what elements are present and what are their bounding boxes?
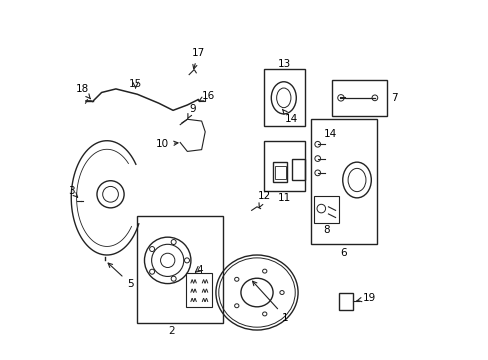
Text: 2: 2 xyxy=(167,326,174,336)
Text: 14: 14 xyxy=(323,129,336,139)
Bar xyxy=(291,158,305,180)
Text: 14: 14 xyxy=(282,109,297,124)
Text: 7: 7 xyxy=(390,93,397,103)
Text: 17: 17 xyxy=(191,48,204,69)
Bar xyxy=(272,162,287,182)
Bar xyxy=(313,196,339,223)
Text: 3: 3 xyxy=(68,186,78,197)
Text: 10: 10 xyxy=(156,139,178,149)
Text: 15: 15 xyxy=(129,78,142,89)
Text: 19: 19 xyxy=(356,293,375,303)
Text: 5: 5 xyxy=(108,263,133,289)
Text: 6: 6 xyxy=(340,248,346,258)
Text: 16: 16 xyxy=(199,91,215,101)
Bar xyxy=(264,69,305,126)
Text: 4: 4 xyxy=(196,265,203,275)
Text: 12: 12 xyxy=(257,191,270,207)
Bar xyxy=(264,141,305,191)
Bar xyxy=(185,273,212,307)
Text: 18: 18 xyxy=(75,84,90,99)
Text: 13: 13 xyxy=(278,59,291,69)
Bar xyxy=(339,293,353,310)
Text: 9: 9 xyxy=(187,104,196,119)
Bar xyxy=(331,80,386,116)
Bar xyxy=(137,216,223,323)
Bar xyxy=(310,119,376,244)
Bar xyxy=(274,166,285,179)
Text: 1: 1 xyxy=(252,281,288,323)
Text: 11: 11 xyxy=(278,193,291,203)
Text: 8: 8 xyxy=(323,225,329,235)
